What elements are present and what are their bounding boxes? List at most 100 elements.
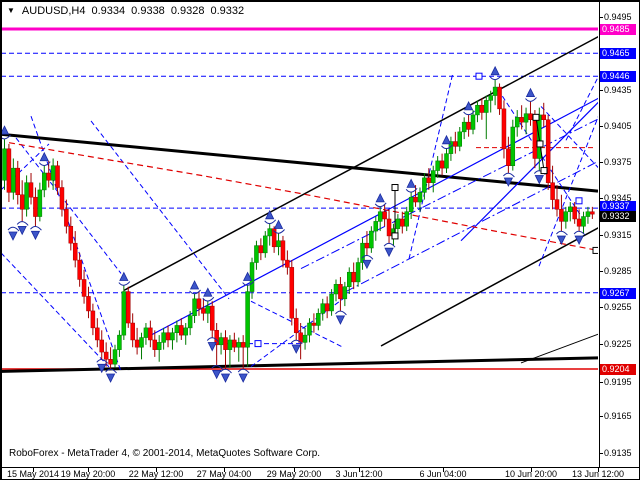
ascending-trendline-right[interactable] (380, 227, 599, 347)
candle-body (72, 242, 78, 261)
candle-body (351, 271, 356, 283)
dashed-projection-1[interactable] (30, 115, 122, 372)
price-axis[interactable]: 0.9495 0.9485 0.9465 0.9446 0.9435 0.9405 0.93… (599, 1, 639, 467)
candle-body (576, 218, 582, 227)
candle (347, 267, 352, 294)
time-label: 6 Jun 04:00 (419, 469, 467, 479)
plot-area[interactable] (1, 27, 640, 383)
candle-body (523, 113, 529, 123)
candle (55, 160, 60, 195)
candle-body (19, 194, 25, 210)
candle (581, 211, 586, 234)
price-label-0.9165: 0.9165 (604, 411, 632, 421)
candle-body (6, 148, 12, 193)
selection-handle[interactable] (532, 113, 540, 121)
candle-body (377, 211, 383, 222)
handle-red-line[interactable] (592, 246, 599, 254)
up-fractal-arrow-icon (374, 192, 387, 208)
selection-handle[interactable] (391, 184, 399, 192)
candle-body (99, 339, 104, 353)
candle (218, 332, 224, 355)
candle (33, 187, 38, 227)
candle-body (46, 172, 51, 181)
candle-body (528, 113, 533, 120)
candle-body (422, 177, 427, 193)
candle (501, 100, 507, 159)
blue-channel-support[interactable] (150, 97, 599, 336)
selection-handle[interactable] (536, 140, 544, 148)
candle (258, 238, 264, 261)
ascending-trendline-low[interactable] (520, 318, 640, 364)
candle (77, 252, 82, 287)
handle-level-0.9446[interactable] (475, 72, 483, 80)
candle-body (541, 114, 546, 121)
dashed-right-steep[interactable] (565, 71, 601, 141)
candle-body (293, 317, 299, 333)
candle (6, 143, 12, 203)
candle-body (320, 303, 325, 314)
candle-body (170, 332, 175, 341)
candle-body (209, 305, 215, 331)
price-label-0.9255: 0.9255 (604, 302, 632, 312)
price-label-0.9204: 0.9204 (600, 364, 636, 375)
candle (404, 206, 409, 232)
red-dashed-trendline[interactable] (8, 142, 598, 251)
candle (205, 301, 211, 324)
down-fractal-arrow-icon (7, 226, 20, 241)
selection-handle[interactable] (391, 232, 399, 240)
handle-level-0.9225[interactable] (254, 340, 262, 348)
down-fractal-arrow-icon (573, 230, 586, 245)
price-label-0.9446: 0.9446 (600, 71, 636, 82)
steep-ascending-trendline[interactable] (123, 35, 599, 292)
dashed-right-ascending[interactable] (538, 115, 599, 267)
selection-handle[interactable] (540, 167, 548, 175)
candle (484, 95, 489, 140)
handle-right[interactable] (575, 197, 583, 205)
candle (488, 90, 493, 113)
blue-channel-line-2[interactable] (460, 101, 599, 242)
candle (479, 97, 485, 120)
up-fractal-arrow-icon (118, 271, 131, 286)
down-fractal-arrow-icon (335, 310, 347, 325)
major-descending-trendline[interactable] (1, 132, 598, 193)
candle-body (152, 339, 158, 350)
candle-body (435, 160, 440, 171)
candle (373, 216, 379, 241)
candle-body (369, 230, 374, 249)
candle-body (439, 160, 445, 169)
dashed-right-descending[interactable] (540, 106, 601, 170)
candle-body (324, 303, 330, 312)
ohlc-close: 0.9332 (210, 5, 245, 17)
candle-body (497, 86, 502, 110)
down-fractal-arrow-icon (211, 365, 224, 380)
candle (400, 211, 405, 234)
dashed-peak-decline[interactable] (497, 89, 584, 220)
candle (161, 327, 166, 350)
candle (223, 330, 228, 370)
down-fractal-arrow-icon (206, 337, 219, 352)
major-support-trendline[interactable] (1, 356, 640, 373)
dashed-projection-4[interactable] (15, 137, 122, 274)
candle-body (201, 308, 206, 314)
time-label: 29 May 20:00 (266, 469, 322, 479)
candle-body (218, 337, 224, 346)
candle (50, 158, 56, 190)
candle (126, 286, 131, 328)
candle-body (461, 121, 467, 133)
candle (545, 114, 551, 190)
dashed-projection-2[interactable] (1, 253, 112, 370)
candle (192, 293, 197, 324)
candle (214, 323, 219, 366)
dashed-projection-3[interactable] (90, 120, 230, 300)
candle (572, 202, 577, 224)
candle-body (342, 286, 348, 300)
up-fractal-arrow-icon (273, 219, 285, 234)
candle (355, 257, 361, 287)
candle (15, 160, 21, 205)
candle (426, 168, 432, 190)
candle-body (506, 148, 511, 166)
time-axis[interactable]: 15 May 2014 19 May 20:00 22 May 12:00 27 Ma… (1, 469, 639, 479)
candle-body (148, 327, 153, 341)
